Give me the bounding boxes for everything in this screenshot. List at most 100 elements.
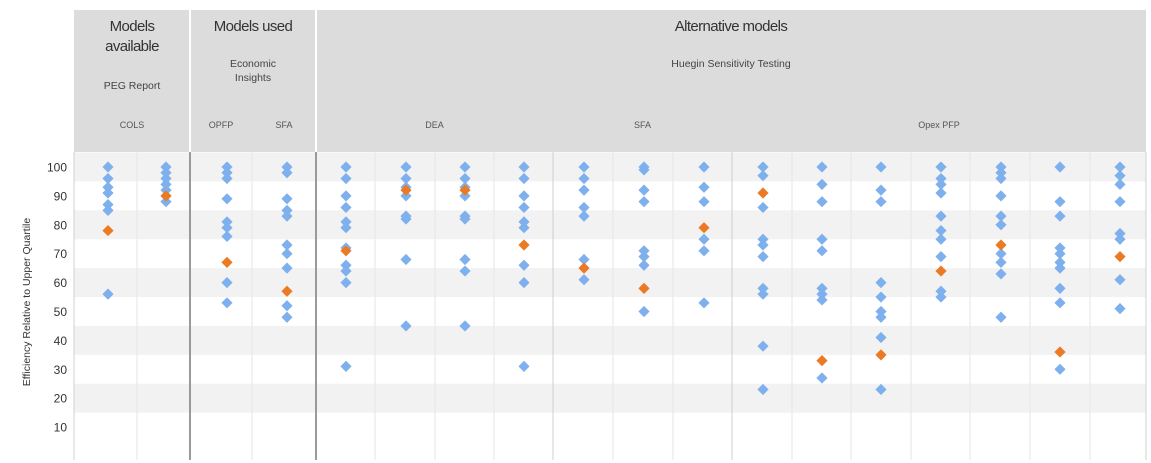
highlighted-point (698, 222, 710, 234)
group-title: Models (110, 18, 155, 35)
business-point (1054, 262, 1066, 274)
method-label: COLS (120, 120, 145, 130)
business-point (459, 161, 471, 173)
business-point (160, 196, 172, 208)
business-point (221, 216, 233, 228)
highlighted-point (1054, 346, 1066, 358)
highlighted-point (160, 190, 172, 202)
header-labels: Models available PEG Report Models used Econ… (104, 10, 960, 152)
business-point (757, 288, 769, 300)
business-point (1054, 242, 1066, 254)
business-point (1054, 161, 1066, 173)
business-point (221, 230, 233, 242)
header-background (74, 10, 1146, 152)
business-point (875, 277, 887, 289)
highlighted-point (638, 282, 650, 294)
y-axis: 10 20 30 40 50 60 70 80 90 100 (47, 161, 67, 435)
method-label: SFA (275, 120, 292, 130)
business-point (995, 256, 1007, 268)
business-point (281, 262, 293, 274)
business-point (638, 245, 650, 257)
group-title: Alternative models (675, 18, 788, 35)
business-point (995, 167, 1007, 179)
business-point (1114, 233, 1126, 245)
grid-band (74, 152, 1146, 182)
business-point (281, 248, 293, 260)
highlighted-point (757, 187, 769, 199)
method-label: OPFP (209, 120, 234, 130)
business-point (995, 190, 1007, 202)
business-point (757, 239, 769, 251)
group-subtitle: Insights (235, 72, 271, 84)
business-point (102, 161, 114, 173)
group-subtitle: Economic (230, 58, 276, 70)
business-point (281, 300, 293, 312)
y-tick-label: 80 (54, 218, 68, 232)
business-point (102, 172, 114, 185)
highlighted-point (221, 256, 233, 268)
business-point (102, 288, 114, 300)
grid-band (74, 268, 1146, 298)
business-point (340, 277, 352, 289)
business-point (578, 184, 590, 196)
business-point (638, 184, 650, 196)
business-point (995, 161, 1007, 173)
business-point (816, 196, 828, 208)
business-point (935, 233, 947, 245)
business-point (578, 161, 590, 173)
highlighted-point (1114, 250, 1126, 263)
business-point (935, 291, 947, 303)
business-point (935, 187, 947, 199)
business-point (340, 259, 352, 271)
business-point (400, 190, 412, 202)
business-point (995, 268, 1007, 280)
business-point (160, 178, 172, 190)
business-point (816, 178, 828, 190)
business-point (757, 250, 769, 263)
group-subtitle: Huegin Sensitivity Testing (671, 58, 791, 70)
business-point (935, 285, 947, 297)
business-point (281, 210, 293, 222)
business-point (935, 161, 947, 173)
group-title: Models used (214, 18, 293, 35)
business-point (816, 282, 828, 294)
business-point (757, 161, 769, 173)
method-label: Opex PFP (918, 120, 960, 130)
business-point (518, 259, 530, 271)
business-point (221, 193, 233, 205)
business-point (1054, 297, 1066, 309)
business-point (160, 167, 172, 179)
business-point (638, 164, 650, 176)
business-point (102, 181, 114, 193)
business-point (221, 222, 233, 234)
business-point (578, 253, 590, 266)
business-point (340, 190, 352, 202)
y-tick-label: 20 (54, 392, 68, 406)
business-point (459, 190, 471, 202)
business-point (638, 305, 650, 318)
business-point (281, 193, 293, 205)
business-point (875, 305, 887, 318)
business-point (1114, 170, 1126, 182)
business-point (340, 360, 352, 373)
business-point (1054, 363, 1066, 375)
business-point (995, 311, 1007, 323)
business-point (281, 167, 293, 179)
business-point (518, 201, 530, 214)
business-point (638, 259, 650, 271)
highlighted-point (935, 265, 947, 277)
highlighted-point (578, 262, 590, 274)
business-point (1114, 274, 1126, 286)
business-point (875, 196, 887, 208)
highlighted-point (875, 349, 887, 361)
method-label: SFA (634, 120, 651, 130)
business-point (281, 161, 293, 173)
business-point (638, 250, 650, 263)
business-point (400, 213, 412, 225)
business-point (578, 172, 590, 185)
business-point (340, 216, 352, 228)
plot-background-bands (74, 152, 1146, 413)
y-axis-label: Efficiency Relative to Upper Quartile (21, 218, 33, 387)
business-point (995, 210, 1007, 222)
